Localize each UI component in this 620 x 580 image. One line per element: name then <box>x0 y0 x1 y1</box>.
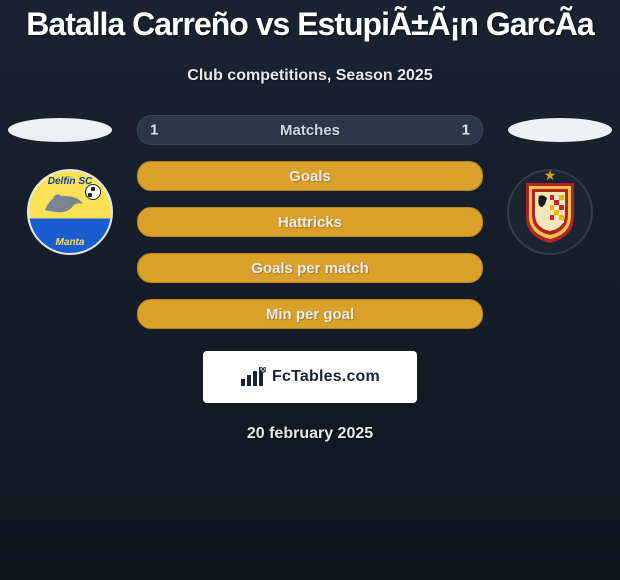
stat-row-matches: 1 Matches 1 <box>137 115 483 145</box>
subtitle: Club competitions, Season 2025 <box>187 67 432 85</box>
right-club-badge: ★ <box>507 169 593 255</box>
stat-label: Goals per match <box>251 260 369 277</box>
delfin-logo: Delfin SC Manta <box>29 170 111 254</box>
stat-label: Min per goal <box>266 306 354 323</box>
attribution-box: FcTables.com <box>203 351 417 403</box>
delfin-top-text: Delfin SC <box>29 176 111 187</box>
right-player-name-ellipse <box>508 118 612 142</box>
bars-icon <box>240 367 266 387</box>
left-club-badge: Delfin SC Manta <box>27 169 113 255</box>
stat-row-goals-per-match: Goals per match <box>137 253 483 283</box>
star-icon: ★ <box>544 167 557 184</box>
attribution-text: FcTables.com <box>272 368 380 386</box>
stat-label: Matches <box>280 122 340 139</box>
stat-label: Goals <box>289 168 331 185</box>
left-player-name-ellipse <box>8 118 112 142</box>
page-title: Batalla Carreño vs EstupiÃ±Ã¡n GarcÃ­a <box>26 6 593 43</box>
comparison-area: Delfin SC Manta ★ <box>0 115 620 443</box>
date-text: 20 february 2025 <box>247 425 373 443</box>
stat-row-min-per-goal: Min per goal <box>137 299 483 329</box>
shield-logo: ★ <box>523 179 577 245</box>
stat-right-value: 1 <box>462 122 470 139</box>
stat-row-goals: Goals <box>137 161 483 191</box>
stat-left-value: 1 <box>150 122 158 139</box>
soccer-ball-icon <box>85 184 101 200</box>
dolphin-icon <box>43 188 87 218</box>
stat-label: Hattricks <box>278 214 342 231</box>
delfin-bottom-text: Manta <box>29 237 111 248</box>
stat-row-hattricks: Hattricks <box>137 207 483 237</box>
